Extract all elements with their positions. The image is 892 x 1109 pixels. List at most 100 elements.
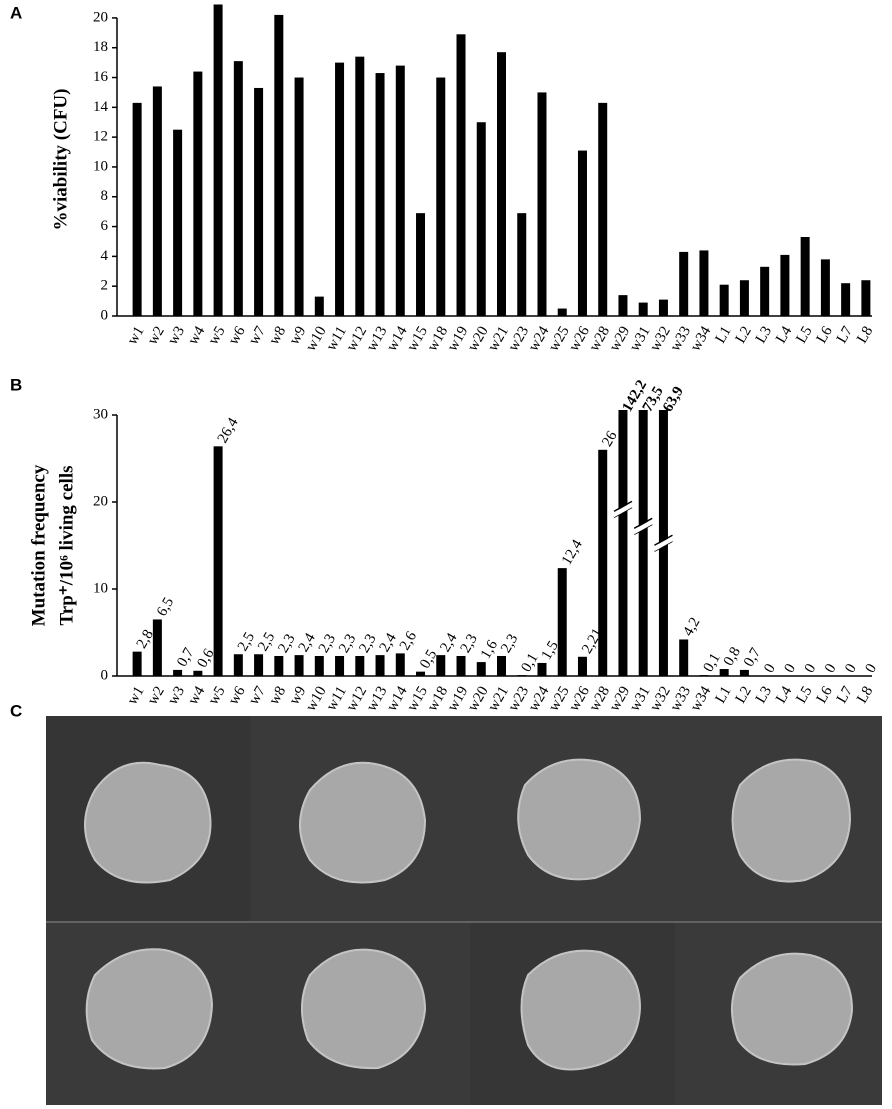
x-tick-label: w33 [667, 324, 694, 354]
bar [577, 150, 587, 316]
bar [375, 73, 385, 316]
bar [254, 87, 264, 316]
x-tick-label: w18 [424, 324, 451, 354]
x-tick-label: w7 [246, 683, 269, 707]
bar [598, 449, 608, 676]
x-tick-label: w29 [607, 324, 634, 354]
bar [233, 61, 243, 316]
x-tick-label: L6 [814, 683, 836, 706]
bar [598, 102, 608, 316]
value-label: 63,9 [660, 384, 687, 415]
x-tick-label: w9 [286, 324, 309, 348]
bar [638, 302, 648, 316]
x-tick-label: w7 [246, 323, 269, 347]
x-tick-label: w34 [688, 683, 715, 714]
value-label: 2,3 [275, 631, 298, 655]
bar [780, 254, 790, 316]
bar [679, 251, 689, 316]
x-tick-label: w24 [526, 683, 553, 714]
bars [132, 4, 871, 317]
value-label: 2,3 [356, 631, 379, 655]
y-tick-label: 16 [93, 69, 109, 85]
x-tick-label: w15 [404, 324, 431, 354]
x-tick-label: w12 [343, 324, 370, 354]
bar [476, 122, 486, 316]
x-tick-label: w15 [404, 684, 431, 714]
x-tick-label: w25 [546, 684, 573, 714]
x-tick-label: L3 [753, 324, 775, 346]
x-tick-label: w13 [364, 324, 391, 354]
x-tick-label: L5 [793, 324, 815, 346]
x-tick-label: w21 [485, 684, 512, 714]
x-tick-label: w14 [384, 323, 411, 354]
value-label: 6,5 [154, 595, 177, 619]
x-tick-label: L7 [834, 323, 856, 346]
value-label: 2,3 [336, 631, 359, 655]
x-tick-label: L2 [733, 684, 755, 706]
x-tick-label: w25 [546, 324, 573, 354]
bar [274, 14, 284, 317]
x-tick-label: w5 [206, 684, 229, 708]
y-tick-label: 14 [93, 99, 109, 115]
x-tick-label: w20 [465, 324, 492, 354]
x-tick-label: L5 [793, 684, 815, 706]
bar [233, 654, 243, 676]
bar [314, 296, 324, 316]
bar [416, 213, 426, 316]
x-tick-label: w26 [566, 323, 593, 354]
bar [517, 675, 527, 676]
bar [213, 446, 223, 676]
bar [395, 653, 405, 676]
bar [173, 669, 183, 676]
x-tick-label: w4 [185, 323, 208, 347]
x-tick-label: L6 [814, 323, 836, 346]
bar [841, 283, 851, 316]
x-tick-label: L3 [753, 684, 775, 706]
y-tick-label: 18 [93, 39, 108, 55]
bar [152, 619, 162, 676]
x-tick-label: w32 [647, 684, 674, 714]
panel-label: C [10, 701, 22, 720]
bar [861, 280, 871, 316]
bar [152, 86, 162, 316]
bar [456, 655, 466, 676]
axis-break-gap [654, 536, 673, 552]
x-tick-label: w19 [445, 324, 472, 354]
axis-break [654, 534, 673, 546]
bar [497, 52, 506, 316]
value-label: 2,4 [437, 630, 460, 655]
value-label: 2,6 [397, 628, 420, 653]
bar [173, 129, 183, 316]
x-tick-label: w31 [627, 684, 654, 714]
bar [739, 280, 749, 316]
x-tick-label: L4 [773, 323, 795, 346]
value-label: 0,7 [741, 645, 764, 670]
x-tick-label: w32 [647, 324, 674, 354]
bar [416, 671, 426, 676]
value-label: 0 [822, 661, 840, 675]
bar [699, 250, 709, 316]
x-tick-label: w2 [145, 324, 168, 348]
x-tick-label: w12 [343, 684, 370, 714]
bar [193, 670, 203, 676]
bar [537, 92, 547, 316]
value-label: 12,4 [559, 537, 586, 568]
value-label: 2,3 [498, 631, 521, 655]
x-tick-label: w2 [145, 684, 168, 708]
y-axis-label: %viability (CFU) [50, 89, 71, 231]
y-tick-label: 2 [101, 278, 109, 294]
axis-break [633, 517, 653, 529]
bar [335, 62, 345, 316]
x-tick-label: L4 [773, 683, 795, 706]
y-axis-label: Mutation frequency [28, 464, 49, 626]
x-tick-label: w11 [323, 684, 349, 714]
value-label: 0 [781, 661, 799, 675]
x-tick-label: w6 [226, 683, 249, 707]
x-tick-label: w23 [505, 684, 532, 714]
bar [314, 655, 324, 676]
bar [658, 299, 668, 316]
bar [132, 651, 142, 676]
bar [355, 655, 365, 676]
value-label: 2,5 [255, 630, 278, 654]
